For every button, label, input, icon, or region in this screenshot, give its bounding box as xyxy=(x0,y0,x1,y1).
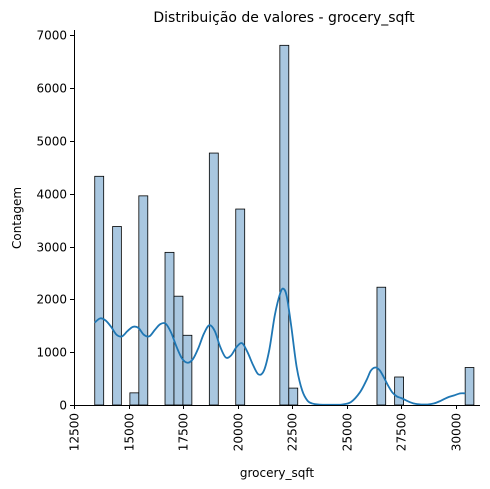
x-tick-label-7: 30000 xyxy=(450,413,464,451)
histogram-bars xyxy=(94,44,475,406)
x-axis-ticks: 12500 15000 17500 20000 22500 25000 27500 30000 xyxy=(68,405,464,451)
x-tick-label-6: 27500 xyxy=(395,413,409,451)
y-tick-label-6: 6000 xyxy=(36,82,67,96)
histogram-bar-7 xyxy=(208,152,219,406)
histogram-bar-0 xyxy=(94,175,105,406)
x-tick-label-2: 17500 xyxy=(177,413,191,451)
histogram-bar-13 xyxy=(464,367,475,406)
y-tick-label-7: 7000 xyxy=(36,29,67,43)
histogram-bar-8 xyxy=(235,208,246,406)
y-axis-label: Contagem xyxy=(10,187,24,249)
kde-curve xyxy=(94,287,466,406)
y-axis-ticks: 0 1000 2000 3000 4000 5000 6000 7000 xyxy=(36,29,74,413)
histogram-bar-11 xyxy=(376,286,387,406)
x-axis-label: grocery_sqft xyxy=(240,466,315,480)
y-tick-label-1: 1000 xyxy=(36,346,67,360)
y-tick-label-2: 2000 xyxy=(36,293,67,307)
histogram-bar-1 xyxy=(112,226,122,406)
histogram-bar-12 xyxy=(394,376,404,406)
chart-title: Distribuição de valores - grocery_sqft xyxy=(153,10,415,26)
y-tick-label-5: 5000 xyxy=(36,135,67,149)
y-tick-label-4: 4000 xyxy=(36,188,67,202)
y-tick-label-3: 3000 xyxy=(36,241,67,255)
histogram-bar-6 xyxy=(182,334,193,406)
histogram-bar-10 xyxy=(288,387,299,406)
x-tick-label-3: 20000 xyxy=(232,413,246,451)
histogram-bar-3 xyxy=(138,195,149,406)
x-tick-label-1: 15000 xyxy=(123,413,137,451)
histogram-bar-2 xyxy=(129,392,140,406)
x-tick-label-4: 22500 xyxy=(286,413,300,451)
histogram-bar-9 xyxy=(279,44,290,406)
x-tick-label-5: 25000 xyxy=(341,413,355,451)
x-tick-label-0: 12500 xyxy=(68,413,82,451)
y-tick-label-0: 0 xyxy=(59,399,67,413)
